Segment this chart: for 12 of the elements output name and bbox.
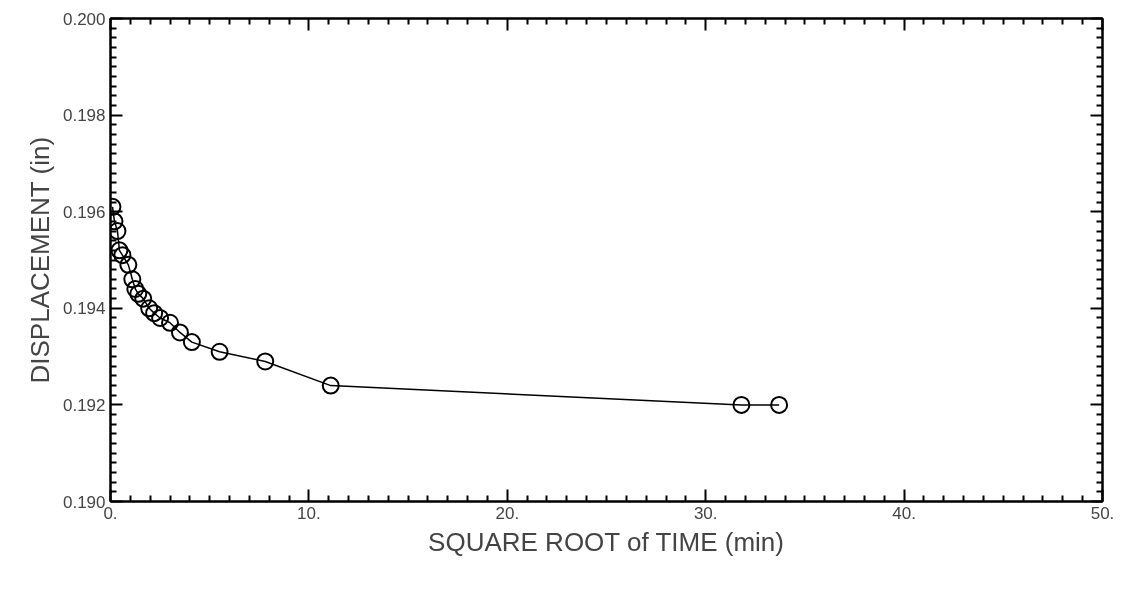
- y-tick-label: 0.194: [62, 299, 106, 319]
- x-tick-label: 50.: [1090, 503, 1115, 523]
- x-tick-label: 40.: [892, 503, 916, 523]
- y-tick-label: 0.192: [62, 395, 106, 415]
- y-tick-label: 0.200: [62, 9, 106, 29]
- y-tick-label: 0.198: [62, 106, 106, 126]
- y-tick-label: 0.196: [62, 202, 106, 222]
- x-tick-label: 30.: [693, 503, 718, 523]
- x-tick-label: 10.: [297, 503, 321, 523]
- y-axis-title: DISPLACEMENT (in): [24, 136, 55, 384]
- x-axis-title: SQUARE ROOT of TIME (min): [428, 526, 784, 557]
- x-tick-label: 20.: [495, 503, 520, 523]
